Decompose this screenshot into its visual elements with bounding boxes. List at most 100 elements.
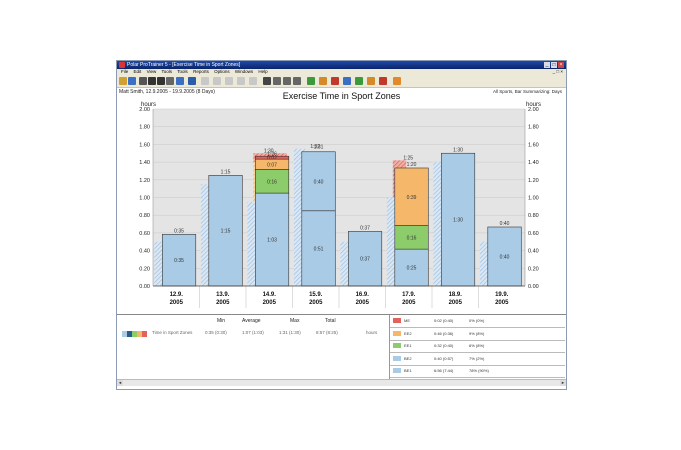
window-title: Polar ProTrainer 5 - [Exercise Time in S… xyxy=(127,62,241,68)
bar-total-label: 0:37 xyxy=(360,225,370,231)
person-icon-5[interactable] xyxy=(166,77,174,85)
y-tick-label-right: 0.00 xyxy=(528,284,539,290)
app-window: Polar ProTrainer 5 - [Exercise Time in S… xyxy=(116,60,567,390)
y-tick-label-left: 1.20 xyxy=(139,178,150,184)
graph-icon-8[interactable] xyxy=(201,77,209,85)
graph-icon-10[interactable] xyxy=(225,77,233,85)
scroll-left-arrow-icon[interactable]: ◄ xyxy=(117,380,123,386)
y-tick-label-right: 0.80 xyxy=(528,213,539,219)
y-tick-label-left: 1.60 xyxy=(139,142,150,148)
open-icon-0[interactable] xyxy=(119,77,127,85)
segment-value-label: 1:03 xyxy=(267,238,277,244)
y-axis-label-right: hours xyxy=(526,102,541,108)
zone-swatch xyxy=(393,318,401,323)
menu-edit[interactable]: Edit xyxy=(133,69,142,74)
zone-name: EE1 xyxy=(404,343,412,349)
tool-icon-14[interactable] xyxy=(273,77,281,85)
y-tick-label-left: 1.40 xyxy=(139,160,150,166)
horizontal-scrollbar[interactable]: ◄ ► xyxy=(117,379,566,386)
menu-view[interactable]: View xyxy=(146,69,157,74)
zone-time: 0:02 (0:40) xyxy=(434,318,454,323)
graph-icon-12[interactable] xyxy=(249,77,257,85)
zone-name: ME xyxy=(404,318,410,323)
bar-segment-be1 xyxy=(301,210,336,287)
bar-segment-be1 xyxy=(161,234,197,287)
zone-swatch xyxy=(393,330,401,336)
zone-color-swatch xyxy=(132,331,137,337)
x-tick-label: 13.9. xyxy=(216,292,230,298)
x-tick-label-year: 2005 xyxy=(263,300,277,306)
menu-options[interactable]: Options xyxy=(214,69,230,74)
print-icon-2[interactable] xyxy=(139,77,147,85)
scroll-right-arrow-icon[interactable]: ► xyxy=(560,380,566,386)
y-tick-label-left: 1.00 xyxy=(139,196,150,202)
calendar-icon-6[interactable] xyxy=(176,77,184,85)
x-tick-label-year: 2005 xyxy=(216,300,230,306)
report-icon-20[interactable] xyxy=(343,77,351,85)
graph-icon-9[interactable] xyxy=(213,77,221,85)
y-tick-label-right: 1.00 xyxy=(528,196,539,202)
zone-color-swatch xyxy=(137,331,142,337)
window-controls: _ □ × xyxy=(544,62,564,68)
segment-value-label: 0:40 xyxy=(314,179,324,185)
y-tick-label-right: 1.80 xyxy=(528,125,539,131)
save-icon-1[interactable] xyxy=(128,77,136,85)
report-icon-18[interactable] xyxy=(319,77,327,85)
notebook-icon-7[interactable] xyxy=(188,77,196,85)
zone-legend-row: BE2 0:40 (0:57) 7% (2%) xyxy=(390,353,565,366)
segment-value-label: 0:02 xyxy=(267,156,277,162)
zone-color-swatch xyxy=(122,331,127,337)
bar-segment-be1 xyxy=(208,175,243,287)
menu-tools[interactable]: Tools xyxy=(161,69,173,74)
report-header: Matt Smith, 12.9.2005 - 19.9.2005 (8 Day… xyxy=(117,88,566,102)
summary-average-value: 1:07 (1:03) xyxy=(242,330,264,335)
tool-icon-16[interactable] xyxy=(293,77,301,85)
back-icon-3[interactable] xyxy=(148,77,156,85)
y-tick-label-right: 0.60 xyxy=(528,231,539,237)
y-tick-label-right: 1.60 xyxy=(528,142,539,148)
graph-icon-11[interactable] xyxy=(237,77,245,85)
search-icon-13[interactable] xyxy=(263,77,271,85)
report-icon-17[interactable] xyxy=(307,77,315,85)
report-icon-22[interactable] xyxy=(367,77,375,85)
report-icon-19[interactable] xyxy=(331,77,339,85)
menu-tools-2[interactable]: Tools xyxy=(177,69,188,74)
sport-zones-chart: 0.00 0.00 0.20 0.20 0.40 0.40 0.60 0.60 0.80 0.80… xyxy=(139,102,541,308)
previous-period-bar xyxy=(200,184,213,286)
menu-windows[interactable]: Windows xyxy=(234,69,254,74)
title-bar[interactable]: Polar ProTrainer 5 - [Exercise Time in S… xyxy=(117,61,566,69)
bar-total-label: 0:35 xyxy=(174,228,184,234)
zone-swatch xyxy=(393,343,401,349)
summary-row-label: Time in Sport Zones xyxy=(152,330,193,335)
report-icon-21[interactable] xyxy=(355,77,363,85)
forward-icon-4[interactable] xyxy=(157,77,165,85)
app-icon xyxy=(119,62,125,68)
summary-header-min: Min xyxy=(217,318,226,324)
report-icon-23[interactable] xyxy=(379,77,387,85)
zone-percent: 6% (8%) xyxy=(469,343,485,349)
previous-total-label: 1:32 xyxy=(310,144,320,150)
menu-reports[interactable]: Reports xyxy=(193,69,209,74)
previous-period-bar xyxy=(247,201,259,286)
people-icon-24[interactable] xyxy=(393,77,401,85)
segment-value-label: 0:39 xyxy=(407,195,417,201)
y-tick-label-right: 0.40 xyxy=(528,249,539,255)
menu-help[interactable]: Help xyxy=(258,69,268,74)
x-tick-label: 16.9. xyxy=(356,292,370,298)
summary-color-strip xyxy=(122,331,148,338)
zone-name: BE1 xyxy=(404,368,412,374)
zone-percent: 7% (2%) xyxy=(469,355,485,361)
maximize-button[interactable]: □ xyxy=(551,62,557,68)
menu-file[interactable]: File xyxy=(121,69,129,74)
close-button[interactable]: × xyxy=(558,62,564,68)
mdi-controls[interactable]: _ □ × xyxy=(552,69,563,74)
tool-icon-15[interactable] xyxy=(283,77,291,85)
zone-color-swatch xyxy=(142,331,147,337)
minimize-button[interactable]: _ xyxy=(544,62,550,68)
summary-header-max: Max xyxy=(290,318,300,324)
bar-segment-be1 xyxy=(348,231,383,287)
zone-legend-row: BE1 6:56 (7:44) 78% (90%) xyxy=(390,365,565,379)
summary-header-total: Total xyxy=(325,318,336,324)
y-tick-label-left: 2.00 xyxy=(139,107,150,113)
x-tick-label: 12.9. xyxy=(170,292,184,298)
